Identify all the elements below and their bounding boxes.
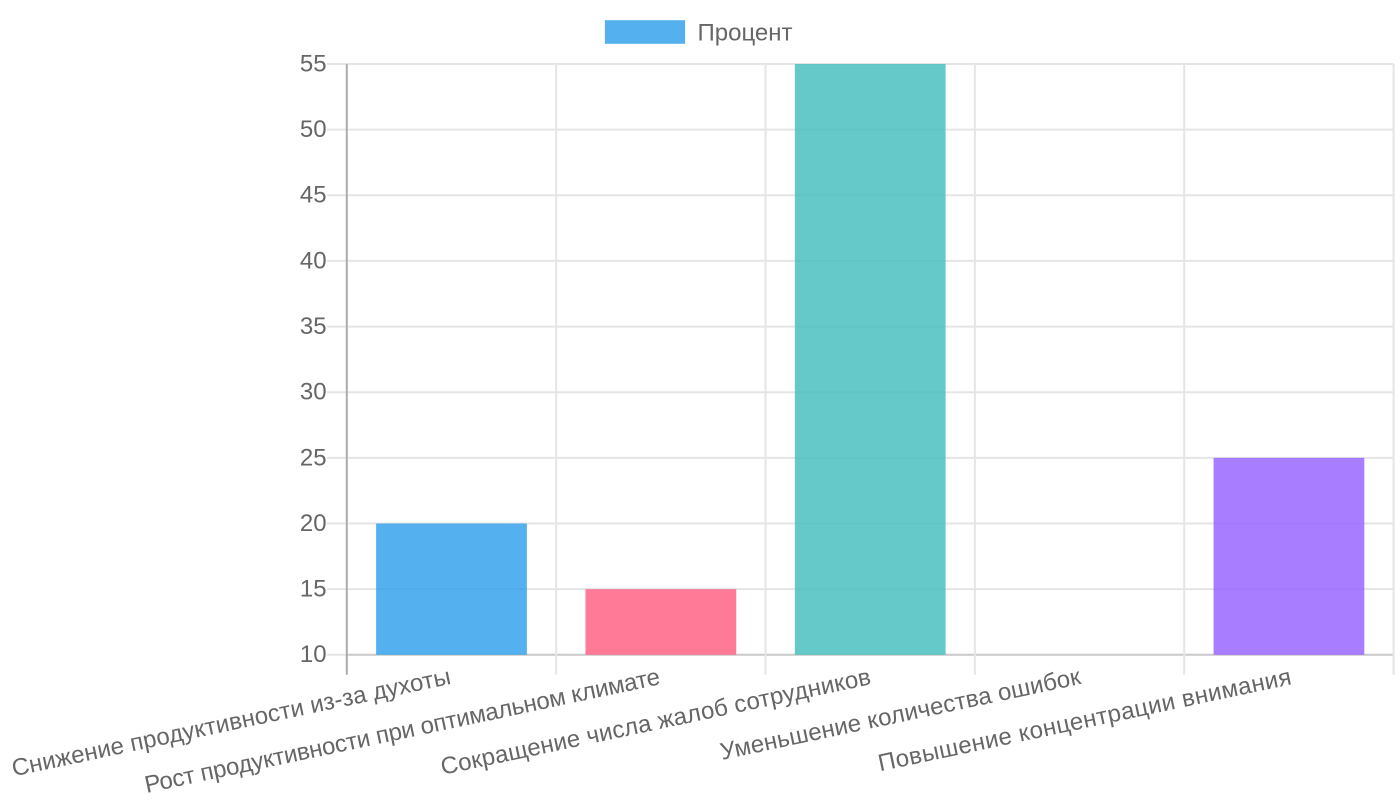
svg-text:15: 15 xyxy=(300,576,327,603)
svg-text:10: 10 xyxy=(300,641,327,668)
svg-text:50: 50 xyxy=(300,116,327,143)
svg-text:45: 45 xyxy=(300,182,327,209)
svg-text:55: 55 xyxy=(300,50,327,77)
svg-text:35: 35 xyxy=(300,313,327,340)
svg-text:30: 30 xyxy=(300,379,327,406)
svg-text:20: 20 xyxy=(300,510,327,537)
svg-text:25: 25 xyxy=(300,444,327,471)
svg-text:40: 40 xyxy=(300,247,327,274)
svg-text:Процент: Процент xyxy=(698,20,793,47)
